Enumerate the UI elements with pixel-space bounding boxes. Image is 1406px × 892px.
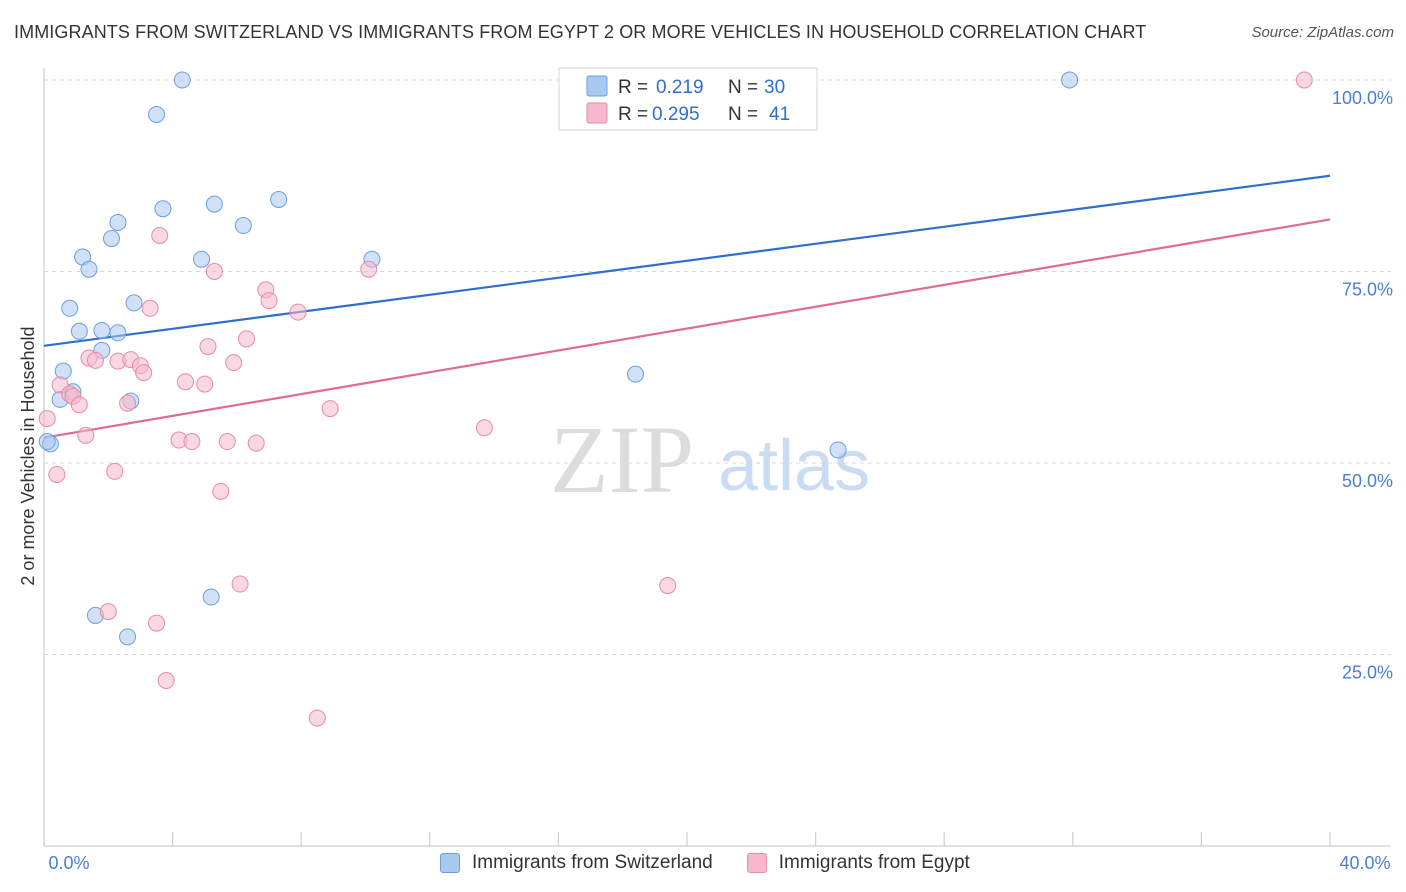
point-egypt xyxy=(148,614,166,632)
point-egypt xyxy=(38,410,56,428)
legend-item-egypt: Immigrants from Egypt xyxy=(746,852,970,874)
legend-n-label-egypt: N = xyxy=(728,104,758,125)
point-egypt xyxy=(119,394,137,412)
y-tick-label: 100.0% xyxy=(1332,88,1393,108)
point-egypt xyxy=(151,226,169,244)
chart-title: IMMIGRANTS FROM SWITZERLAND VS IMMIGRANT… xyxy=(14,22,1147,42)
point-egypt xyxy=(1295,71,1313,89)
point-egypt xyxy=(99,603,117,621)
point-egypt xyxy=(360,260,378,278)
trend-line-egypt xyxy=(43,218,1331,439)
legend-swatch-egypt xyxy=(586,102,608,124)
point-egypt xyxy=(141,299,159,317)
point-switzerland xyxy=(93,321,111,339)
point-switzerland xyxy=(202,588,220,606)
legend-bottom: Immigrants from Switzerland Immigrants f… xyxy=(440,852,970,874)
point-switzerland xyxy=(205,195,223,213)
point-egypt xyxy=(86,351,104,369)
point-egypt xyxy=(308,709,326,727)
point-egypt xyxy=(106,462,124,480)
point-egypt xyxy=(183,433,201,451)
grid-lines xyxy=(44,79,1391,655)
point-switzerland xyxy=(38,433,56,451)
point-egypt xyxy=(205,263,223,280)
legend-item-switzerland: Immigrants from Switzerland xyxy=(440,852,713,874)
point-switzerland xyxy=(234,217,252,235)
legend-bottom-swatch-egypt xyxy=(746,853,767,873)
x-tick-label-max: 40.0% xyxy=(1339,853,1390,873)
x-ticks xyxy=(43,832,1331,846)
point-egypt xyxy=(176,373,194,391)
point-switzerland xyxy=(148,105,166,123)
point-switzerland xyxy=(270,190,288,208)
point-egypt xyxy=(231,575,249,593)
point-egypt xyxy=(212,482,230,500)
point-egypt xyxy=(199,338,217,356)
point-egypt xyxy=(260,292,278,310)
point-egypt xyxy=(218,433,236,451)
point-switzerland xyxy=(193,250,211,268)
axes xyxy=(43,68,1391,847)
legend-r-value-egypt: 0.295 xyxy=(652,104,700,125)
point-switzerland xyxy=(125,294,143,312)
watermark-atlas: atlas xyxy=(718,426,870,506)
legend-bottom-label-egypt: Immigrants from Egypt xyxy=(778,852,970,873)
point-switzerland xyxy=(119,628,137,646)
legend-n-value-egypt: 41 xyxy=(769,104,790,125)
point-switzerland xyxy=(109,324,127,342)
y-tick-label: 75.0% xyxy=(1342,280,1393,300)
x-tick-label-min: 0.0% xyxy=(48,853,89,873)
legend-r-label-switzerland: R = xyxy=(618,77,648,98)
point-switzerland xyxy=(1061,71,1079,89)
data-points xyxy=(38,71,1313,727)
point-switzerland xyxy=(70,322,88,340)
point-egypt xyxy=(475,419,493,437)
legend-n-value-switzerland: 30 xyxy=(764,77,785,98)
point-switzerland xyxy=(627,365,645,383)
point-egypt xyxy=(289,303,307,321)
point-egypt xyxy=(247,434,265,452)
y-tick-label: 25.0% xyxy=(1342,663,1393,683)
point-egypt xyxy=(238,330,256,348)
point-egypt xyxy=(48,465,66,483)
point-switzerland xyxy=(61,299,79,317)
legend-bottom-swatch-switzerland xyxy=(440,853,460,873)
point-switzerland xyxy=(829,441,847,459)
legend-bottom-label-switzerland: Immigrants from Switzerland xyxy=(472,852,713,873)
point-egypt xyxy=(225,354,243,372)
y-tick-labels: 25.0% 50.0% 75.0% 100.0% xyxy=(1332,88,1393,683)
point-egypt xyxy=(157,672,175,690)
y-axis-label: 2 or more Vehicles in Household xyxy=(18,326,38,585)
point-egypt xyxy=(135,364,153,382)
point-switzerland xyxy=(154,200,172,218)
watermark-zip: ZIP xyxy=(550,406,694,513)
y-tick-label: 50.0% xyxy=(1342,471,1393,491)
trend-line-switzerland xyxy=(43,174,1331,347)
legend-r-label-egypt: R = xyxy=(618,104,648,125)
point-switzerland xyxy=(103,230,121,248)
point-switzerland xyxy=(173,71,191,89)
legend-top: R = 0.219 N = 30 R = 0.295 N = 41 xyxy=(558,67,818,131)
source-label: Source: ZipAtlas.com xyxy=(1251,24,1394,41)
point-egypt xyxy=(659,577,677,595)
point-switzerland xyxy=(54,362,72,380)
point-egypt xyxy=(77,426,95,444)
point-egypt xyxy=(196,375,214,393)
point-switzerland xyxy=(80,260,98,278)
legend-n-label-switzerland: N = xyxy=(728,77,758,98)
trend-lines xyxy=(43,174,1331,439)
point-egypt xyxy=(321,400,339,418)
legend-r-value-switzerland: 0.219 xyxy=(656,77,704,98)
point-egypt xyxy=(70,396,88,414)
legend-swatch-switzerland xyxy=(586,75,608,97)
point-switzerland xyxy=(109,213,127,231)
